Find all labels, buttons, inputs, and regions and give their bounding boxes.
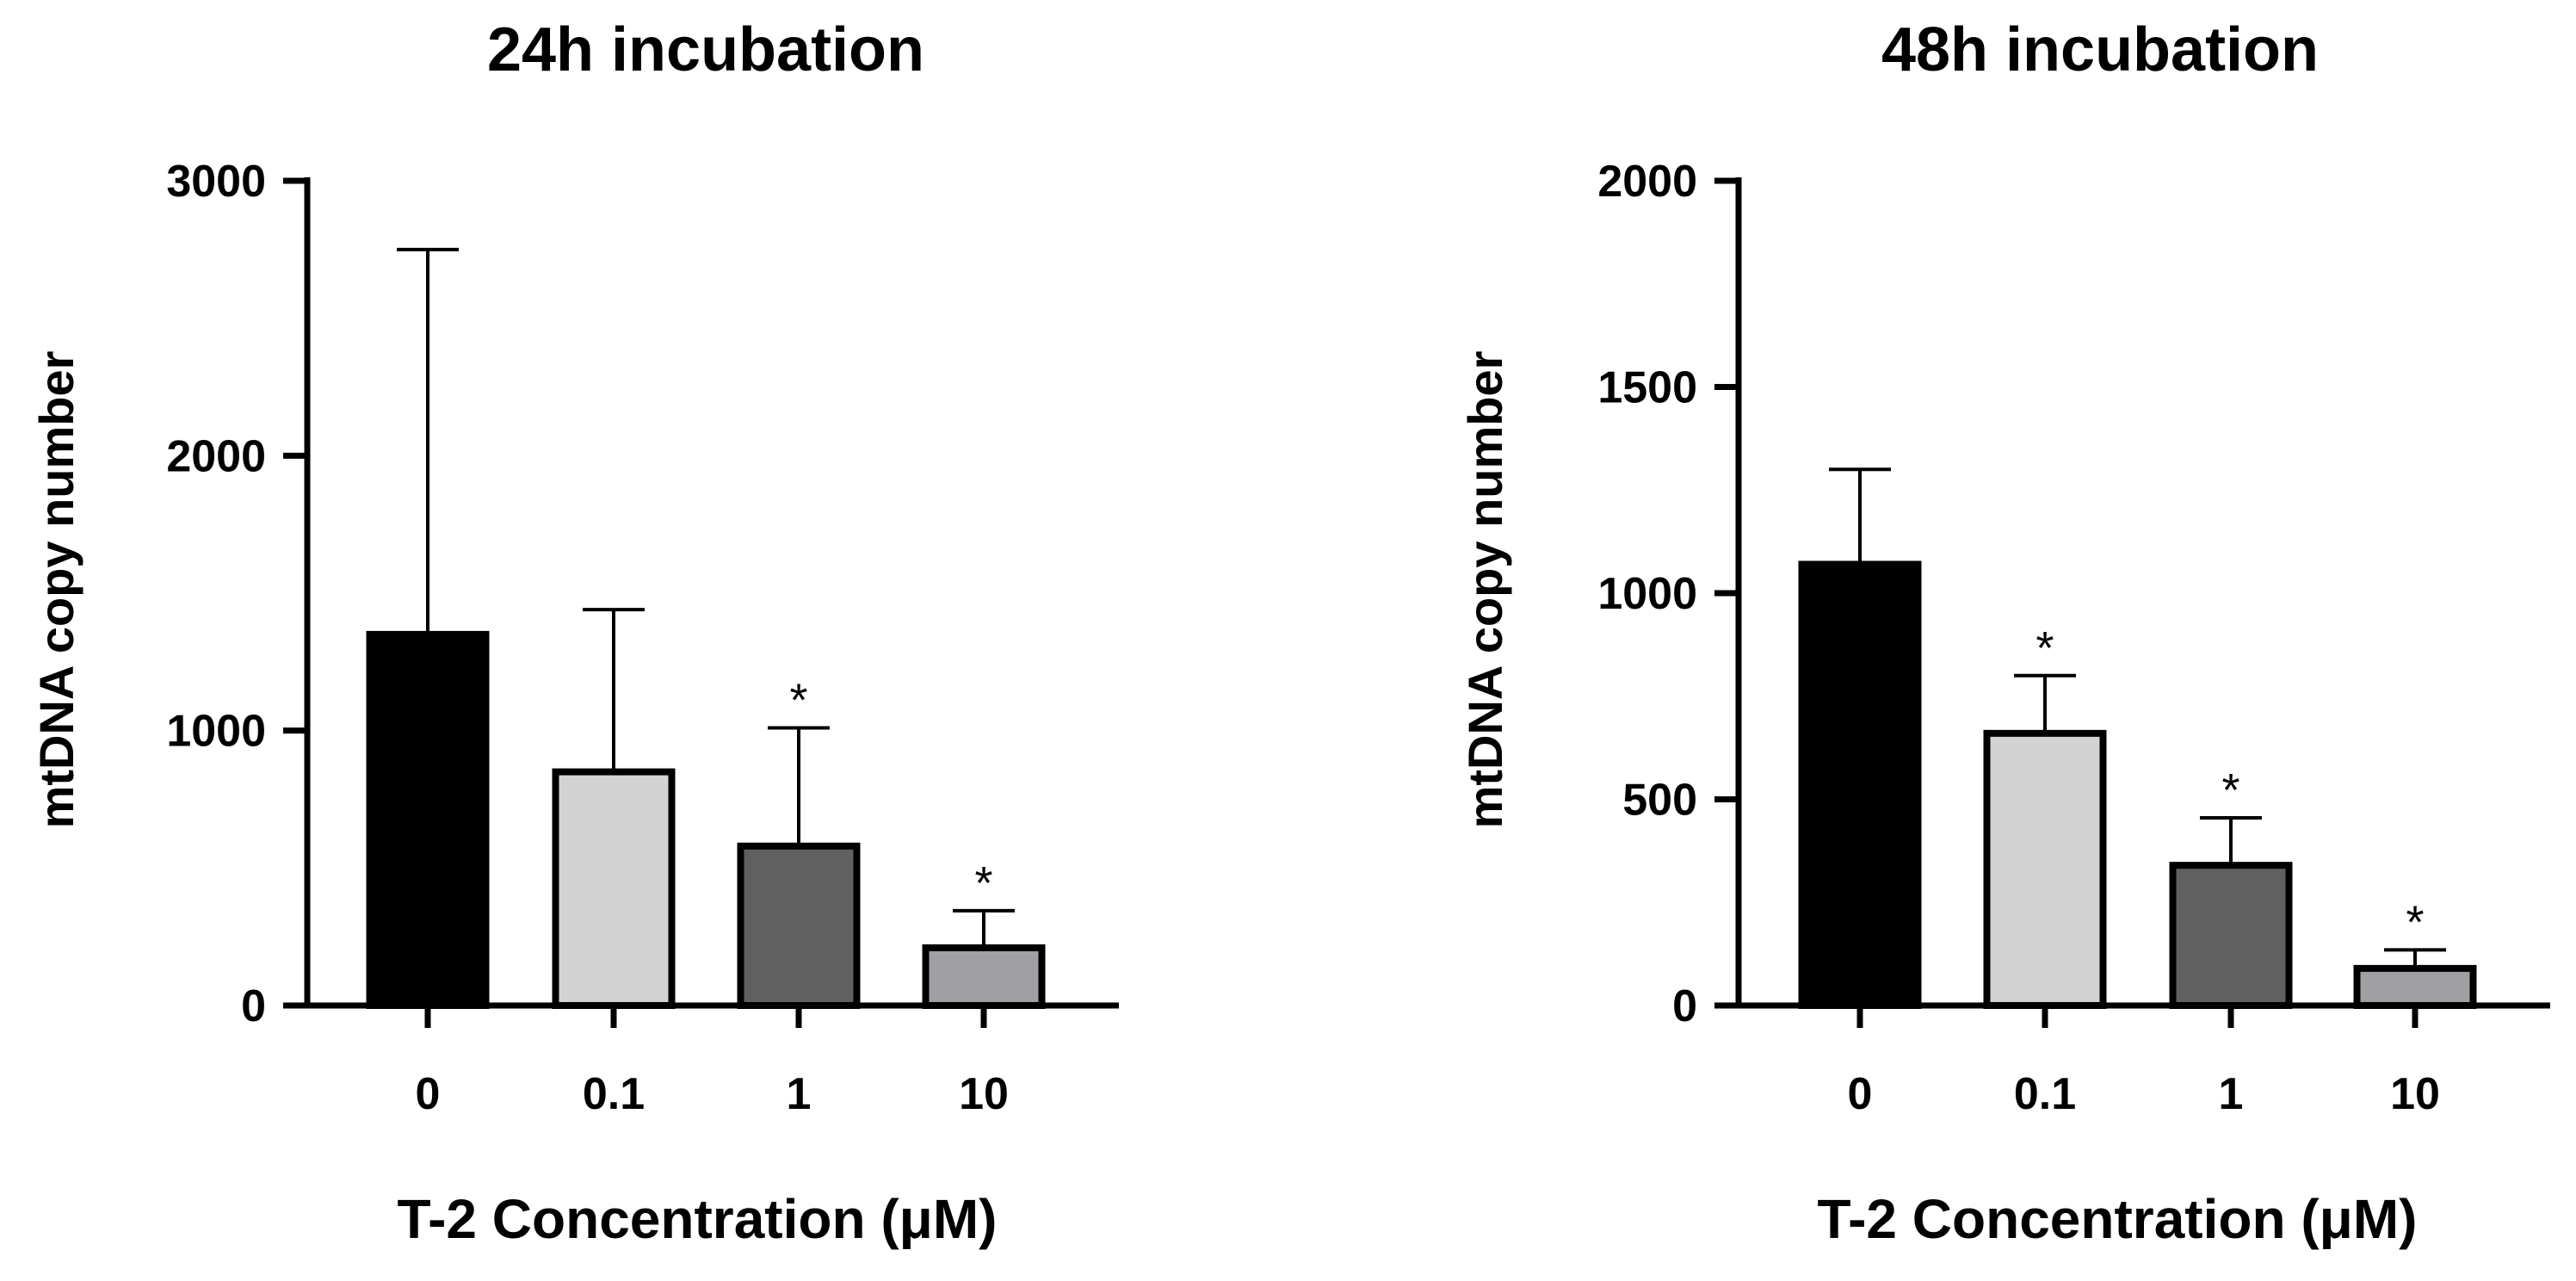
bar-1 [2169,862,2293,1010]
chart-48h: 48h incubation mtDNA copy number T-2 Con… [1458,15,2550,1250]
y-tick-label: 1000 [166,707,266,757]
y-tick-label: 1000 [1597,569,1697,619]
y-tick-label: 1500 [1597,363,1697,413]
bar-0.1 [1983,729,2107,1009]
significance-marker: * [2221,764,2239,816]
bar-10 [922,944,1046,1009]
x-tick-label: 0 [1848,1069,1873,1119]
x-tick-label: 0.1 [2014,1069,2076,1119]
x-tick-label: 10 [2390,1069,2440,1119]
x-tick-label: 0 [416,1069,441,1119]
x-axis-label: T-2 Concentration (μM) [1818,1188,2418,1250]
x-axis-label: T-2 Concentration (μM) [398,1188,998,1250]
y-tick-label: 3000 [166,157,266,207]
y-axis-ticks: 0 500 1000 1500 2000 [1597,157,1739,1031]
y-tick-label: 0 [1672,981,1697,1031]
y-axis-label: mtDNA copy number [1458,351,1512,829]
x-axis-ticks: 0 0.1 1 10 [1848,1006,2440,1119]
bars: * * * [1798,467,2477,1010]
y-tick-label: 2000 [166,431,266,481]
y-axis-ticks: 0 1000 2000 3000 [166,157,307,1031]
chart-24h: 24h incubation mtDNA copy number T-2 Con… [29,15,1119,1250]
significance-marker: * [2035,622,2054,674]
significance-marker: * [2406,896,2424,948]
significance-marker: * [974,857,992,909]
x-axis-ticks: 0 0.1 1 10 [416,1006,1009,1119]
axes [304,177,1119,1009]
bars: ** [366,247,1046,1010]
x-tick-label: 0.1 [583,1069,645,1119]
x-tick-label: 1 [2219,1069,2244,1119]
chart-title: 48h incubation [1881,15,2319,84]
bar-0.1 [552,768,676,1009]
y-axis-label: mtDNA copy number [29,351,83,829]
bar-0 [366,630,490,1010]
y-tick-label: 0 [241,981,266,1031]
bar-10 [2353,964,2477,1010]
y-tick-label: 500 [1622,776,1697,826]
y-tick-label: 2000 [1597,157,1697,207]
axes [1735,177,2550,1009]
significance-marker: * [789,674,807,726]
x-tick-label: 10 [959,1069,1009,1119]
bar-1 [737,842,861,1010]
x-tick-label: 1 [787,1069,812,1119]
chart-title: 24h incubation [487,15,924,84]
bar-0 [1798,560,1922,1009]
